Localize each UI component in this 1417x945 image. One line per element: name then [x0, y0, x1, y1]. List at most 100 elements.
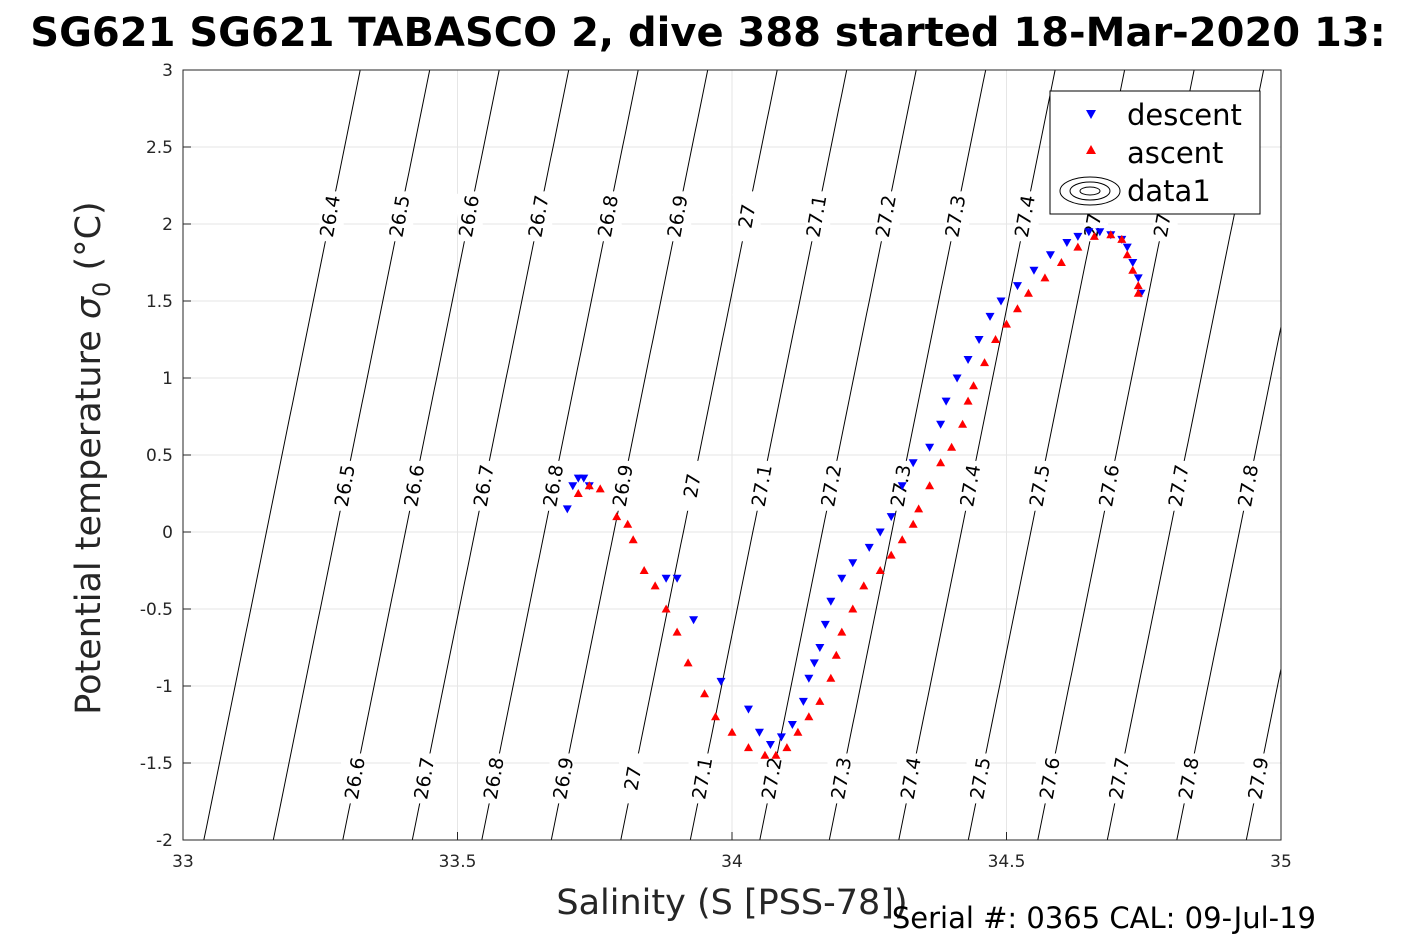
contour-label-bg	[662, 190, 694, 242]
ascent-point	[980, 358, 990, 367]
descent-point	[875, 528, 885, 537]
contour-label-bg	[618, 752, 649, 804]
x-tick-label: 34.5	[988, 852, 1026, 872]
ascent-point	[848, 604, 858, 613]
descent-point	[985, 312, 995, 321]
y-tick-label: -2	[156, 831, 173, 851]
legend: descent ascent data1	[1049, 90, 1261, 215]
descent-point	[925, 443, 935, 452]
descent-point	[798, 697, 808, 706]
descent-point	[689, 616, 699, 625]
ascent-point	[1089, 231, 1099, 240]
descent-point	[1012, 282, 1022, 291]
contour-label-bg	[732, 190, 763, 242]
ascent-point	[771, 750, 781, 759]
contour-label-bg	[896, 752, 927, 804]
contour-label-bg	[340, 752, 371, 804]
descent-point	[1062, 238, 1072, 247]
ascent-point	[1122, 250, 1132, 259]
contour-label-bg	[523, 190, 555, 242]
ascent-point	[628, 535, 638, 544]
ascent-point	[969, 381, 979, 390]
ascent-point	[947, 442, 957, 451]
descent-point	[661, 574, 671, 583]
density-isoline	[1176, 324, 1281, 840]
y-axis-label-unit: (°C)	[69, 201, 109, 281]
ascent-point	[815, 696, 825, 705]
ascent-point	[650, 581, 660, 590]
contour-label-bg	[801, 190, 833, 242]
descent-point	[963, 356, 973, 365]
descent-point	[765, 741, 775, 750]
contour-label-bg	[548, 752, 580, 804]
descent-point	[941, 397, 951, 406]
descent-point	[754, 728, 764, 737]
descent-point	[1133, 274, 1143, 283]
contour-label-bg	[479, 752, 510, 804]
ascent-point	[1106, 230, 1116, 239]
contour-label-bg	[747, 460, 778, 512]
ascent-series	[573, 230, 1143, 759]
legend-descent-marker	[1086, 110, 1096, 119]
y-tick-label: 0.5	[146, 446, 173, 466]
ascent-point	[908, 519, 918, 528]
contour-label-bg	[399, 460, 430, 512]
descent-point	[864, 543, 874, 552]
descent-point	[1122, 243, 1132, 252]
descent-point	[848, 559, 858, 568]
ascent-point	[897, 535, 907, 544]
descent-point	[1128, 259, 1138, 267]
y-tick-label: 0	[162, 523, 173, 543]
ascent-point	[963, 396, 973, 405]
density-contour-labels: 26.4 26.5 26.6 26.7 26.8 26.9 27 27.1 27.2 27.3 27…	[315, 190, 1274, 804]
descent-point	[1045, 251, 1055, 260]
contour-label-bg	[608, 460, 639, 512]
y-tick-label: -1	[156, 677, 173, 697]
contour-label-bg	[687, 752, 719, 804]
y-axis-label-sigma: σ	[69, 295, 109, 319]
ascent-point	[1128, 265, 1138, 274]
ascent-point	[1002, 319, 1011, 328]
ascent-point	[914, 504, 924, 513]
ascent-point	[661, 604, 671, 613]
descent-point	[1029, 266, 1039, 275]
ascent-point	[826, 673, 836, 682]
contour-label-bg	[1243, 752, 1274, 804]
x-tick-label: 33.5	[439, 852, 477, 872]
ascent-point	[936, 458, 946, 467]
legend-ascent-marker	[1086, 145, 1096, 154]
x-tick-label: 35	[1270, 852, 1292, 872]
chart-title: SG621 SG621 TABASCO 2, dive 388 started …	[30, 10, 1385, 56]
descent-point	[974, 336, 984, 344]
ascent-point	[1073, 242, 1083, 251]
ascent-point	[683, 658, 693, 667]
ascent-point	[991, 335, 1001, 343]
ascent-point	[1056, 258, 1066, 266]
ascent-point	[793, 727, 803, 736]
contour-label-bg	[1163, 460, 1195, 512]
descent-point	[886, 513, 896, 522]
ascent-point	[595, 484, 605, 493]
ascent-point	[859, 581, 869, 590]
legend-ascent-label: ascent	[1127, 136, 1223, 170]
y-tick-label: -1.5	[140, 754, 173, 774]
contour-label-bg	[965, 752, 997, 804]
contour-label-bg	[677, 460, 708, 512]
contour-label-bg	[757, 752, 788, 804]
y-axis-label: Potential temperature σ0 (°C)	[69, 201, 116, 714]
contour-label-bg	[330, 460, 361, 512]
y-tick-label: 1	[162, 369, 173, 389]
descent-point	[952, 374, 962, 383]
density-isoline	[1245, 666, 1281, 840]
descent-point	[1095, 228, 1105, 237]
y-axis-ticks: -2 -1.5 -1 -0.5 0 0.5 1 1.5 2 2.5 3	[140, 61, 191, 851]
legend-contour-icon	[1059, 176, 1121, 206]
ascent-point	[837, 627, 847, 636]
ascent-point	[727, 727, 737, 736]
ascent-point	[612, 512, 622, 521]
ascent-point	[700, 689, 710, 698]
descent-point	[908, 459, 918, 468]
descent-point	[1073, 232, 1083, 241]
descent-point	[787, 721, 797, 729]
